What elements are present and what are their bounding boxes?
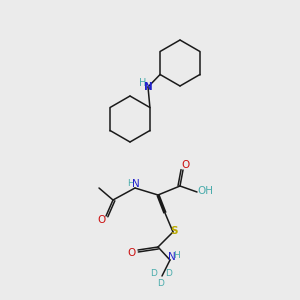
Text: H: H — [128, 178, 134, 188]
Text: O: O — [128, 248, 136, 258]
Text: D: D — [158, 280, 164, 289]
Text: O: O — [97, 215, 105, 225]
Text: N: N — [144, 82, 152, 92]
Text: D: D — [166, 268, 172, 278]
Text: N: N — [132, 179, 140, 189]
Text: H: H — [139, 78, 147, 88]
Text: O: O — [182, 160, 190, 170]
Text: D: D — [151, 268, 158, 278]
Text: H: H — [174, 251, 180, 260]
Text: N: N — [168, 252, 176, 262]
Text: OH: OH — [197, 186, 213, 196]
Text: S: S — [170, 226, 178, 236]
